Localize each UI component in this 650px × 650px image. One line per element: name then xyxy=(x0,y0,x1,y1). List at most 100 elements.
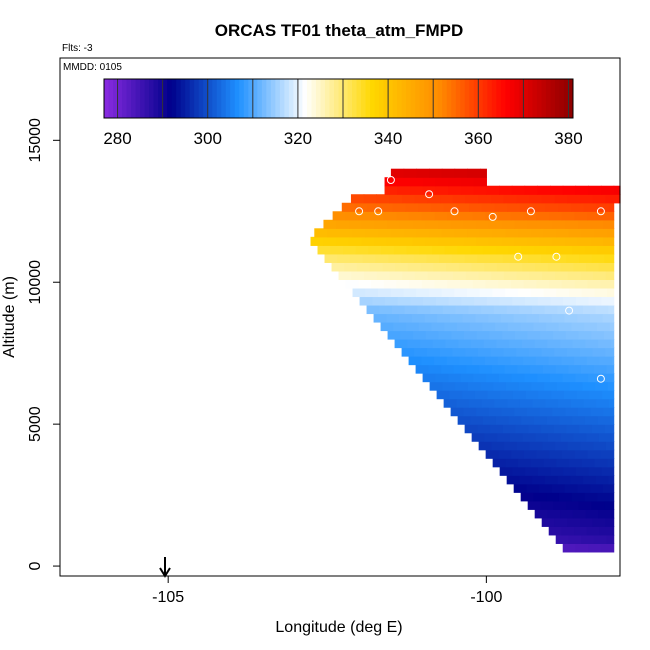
heatmap-cell xyxy=(523,449,538,459)
heatmap-cell xyxy=(556,287,570,298)
heatmap-cell xyxy=(397,296,412,306)
colorbar-swatch xyxy=(104,79,110,118)
heatmap-cell xyxy=(482,321,496,332)
takeoff-arrow xyxy=(159,557,171,578)
heatmap-cell xyxy=(528,347,543,357)
heatmap-cell xyxy=(453,270,467,280)
heatmap-cell xyxy=(506,475,521,485)
heatmap-cell xyxy=(438,219,452,229)
heatmap-cell xyxy=(586,262,600,272)
heatmap-cell xyxy=(410,296,424,306)
heatmap-cell xyxy=(518,458,532,468)
colorbar-swatch xyxy=(297,79,303,118)
heatmap-cell xyxy=(485,449,499,459)
colorbar-swatch xyxy=(216,79,222,118)
y-axis-label: Altitude (m) xyxy=(1,276,18,358)
heatmap-cell xyxy=(595,475,610,485)
heatmap-cell xyxy=(575,543,589,553)
heatmap-cell xyxy=(368,245,382,255)
heatmap-cell xyxy=(600,185,615,195)
measurement-points xyxy=(355,176,650,551)
heatmap-cell xyxy=(421,356,435,366)
heatmap-cell xyxy=(573,432,587,442)
heatmap-cell xyxy=(597,492,611,502)
colorbar-swatch xyxy=(406,79,412,118)
data-point xyxy=(552,252,561,261)
heatmap-cell xyxy=(509,262,524,272)
colorbar-swatch xyxy=(167,79,173,118)
data-point xyxy=(425,190,434,199)
colorbar-swatch xyxy=(563,79,569,118)
heatmap-cell xyxy=(371,279,385,289)
colorbar-swatch xyxy=(437,79,443,118)
heatmap-cell xyxy=(379,202,394,212)
heatmap-cell xyxy=(541,424,555,434)
heatmap-cell xyxy=(412,236,426,246)
heatmap-cell xyxy=(590,407,604,417)
heatmap-cell xyxy=(502,424,517,434)
heatmap-cell xyxy=(558,321,573,332)
heatmap-cell xyxy=(584,321,598,332)
heatmap-cell xyxy=(561,356,575,366)
heatmap-cell xyxy=(422,373,436,383)
heatmap-cell xyxy=(555,534,570,544)
heatmap-cell xyxy=(418,202,432,212)
colorbar-swatch xyxy=(478,79,484,118)
colorbar-swatch xyxy=(198,79,204,118)
heatmap-cell xyxy=(462,390,476,400)
heatmap-cell xyxy=(529,194,543,204)
heatmap-cell xyxy=(519,202,534,212)
heatmap-cell xyxy=(507,202,521,212)
heatmap-cell xyxy=(488,236,503,246)
heatmap-cell xyxy=(526,313,540,323)
heatmap-cell xyxy=(338,270,352,280)
heatmap-cell xyxy=(532,304,546,315)
heatmap-cell xyxy=(521,415,535,425)
heatmap-cell xyxy=(435,177,449,187)
heatmap-cell xyxy=(489,253,504,263)
heatmap-cell xyxy=(512,466,526,476)
heatmap-cell xyxy=(442,381,456,391)
heatmap-cell xyxy=(510,356,524,366)
heatmap-cell xyxy=(556,228,570,238)
heatmap-cell xyxy=(514,236,528,246)
heatmap-cell xyxy=(362,253,377,263)
heatmap-cell xyxy=(374,236,388,246)
heatmap-cell xyxy=(474,296,488,306)
heatmap-cell xyxy=(414,194,428,204)
heatmap-cell xyxy=(422,177,437,187)
heatmap-cell xyxy=(467,168,481,178)
heatmap-cell xyxy=(586,526,601,536)
heatmap-cell xyxy=(612,211,615,221)
heatmap-cell xyxy=(560,262,574,272)
heatmap-cell xyxy=(533,492,547,502)
heatmap-cell xyxy=(425,219,439,229)
heatmap-cell xyxy=(609,492,615,502)
heatmap-cell xyxy=(562,449,576,459)
heatmap-cell xyxy=(414,270,429,280)
heatmap-cell xyxy=(497,356,512,366)
heatmap-cell xyxy=(490,347,505,357)
heatmap-cell xyxy=(569,458,583,468)
heatmap-cell xyxy=(548,211,563,221)
heatmap-cell xyxy=(384,185,398,195)
heatmap-cell xyxy=(547,509,561,519)
heatmap-cell xyxy=(458,339,472,349)
heatmap-cell xyxy=(444,321,458,332)
heatmap-cell xyxy=(540,330,554,340)
heatmap-cell xyxy=(441,287,455,298)
x-tick-label: -100 xyxy=(470,589,502,606)
heatmap-cell xyxy=(390,287,405,298)
heatmap-cell xyxy=(435,185,449,195)
heatmap-cell xyxy=(542,441,556,451)
heatmap-cell xyxy=(479,228,494,238)
heatmap-cell xyxy=(516,441,531,451)
heatmap-cell xyxy=(455,304,469,315)
colorbar-swatch xyxy=(176,79,182,118)
y-tick-label: 0 xyxy=(27,562,44,571)
heatmap-cell xyxy=(602,390,615,400)
heatmap-cell xyxy=(570,304,584,315)
heatmap-cell xyxy=(500,313,515,323)
heatmap-cell xyxy=(448,177,462,187)
heatmap-cell xyxy=(494,202,508,212)
